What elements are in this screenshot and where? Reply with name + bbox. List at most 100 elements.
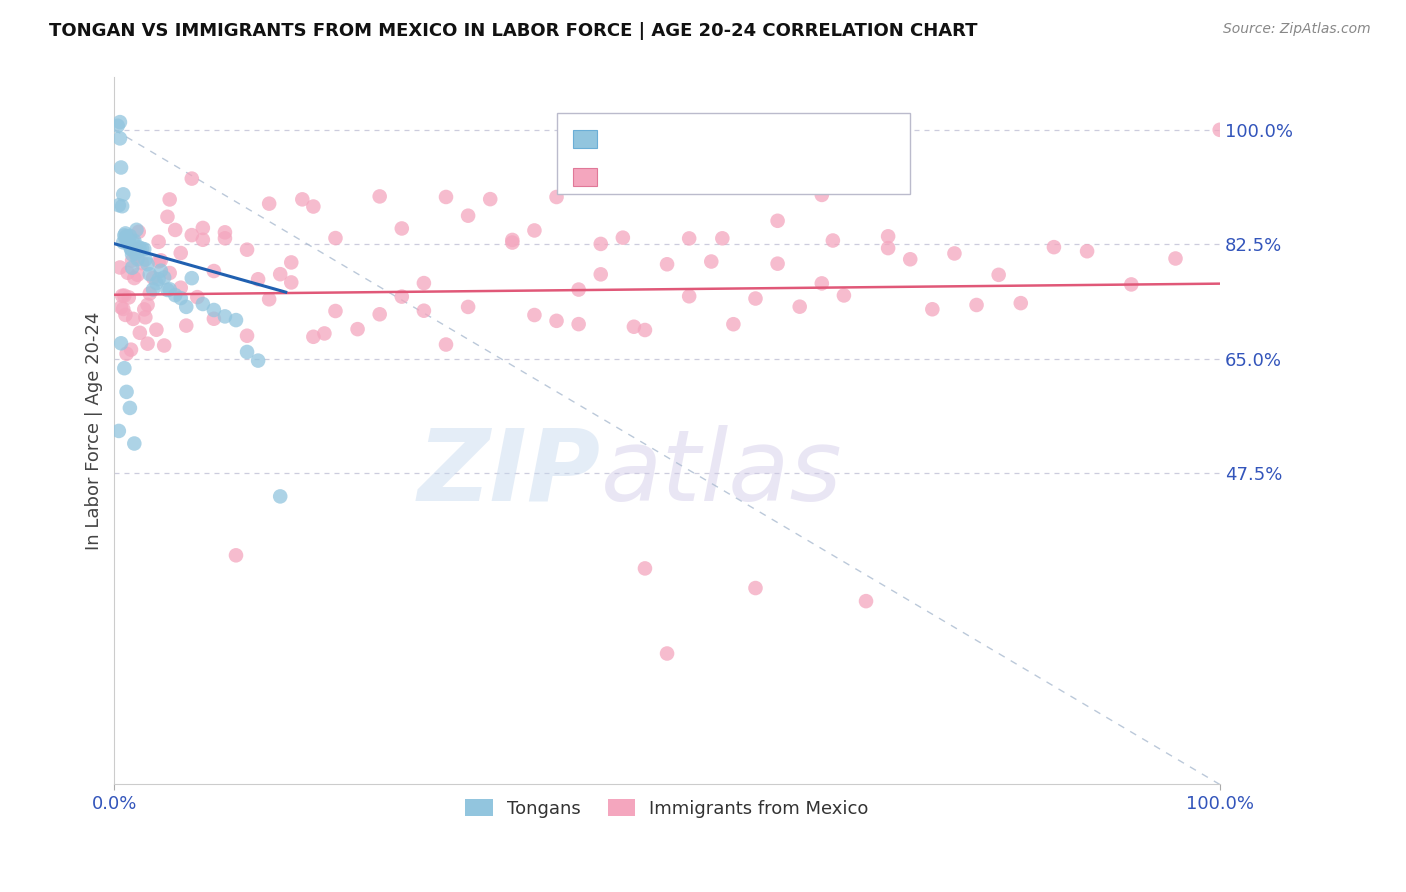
Point (118, 235, 141, 249)
Point (139, 267, 162, 281)
Point (156, 283, 179, 297)
Point (391, 290, 413, 304)
Point (122, 235, 145, 250)
Point (186, 290, 208, 304)
Point (112, 361, 135, 376)
Point (280, 255, 302, 269)
Point (124, 436, 146, 450)
Point (118, 237, 141, 252)
Point (811, 277, 834, 291)
Point (898, 252, 921, 267)
Point (108, 424, 131, 438)
Point (821, 234, 844, 248)
Point (131, 256, 153, 270)
Point (170, 246, 193, 260)
Point (124, 246, 146, 260)
Point (589, 268, 612, 282)
Point (523, 308, 546, 322)
Point (700, 254, 723, 268)
Point (136, 336, 159, 351)
Point (114, 227, 136, 241)
Point (159, 193, 181, 207)
Point (789, 300, 811, 314)
Point (546, 190, 568, 204)
Point (1121, 277, 1143, 292)
Point (112, 235, 135, 250)
Point (127, 252, 149, 266)
Point (170, 281, 193, 295)
Point (214, 225, 236, 239)
Point (122, 311, 145, 326)
Point (723, 317, 745, 331)
Point (225, 313, 247, 327)
Point (434, 337, 457, 351)
Point (202, 311, 225, 326)
Point (159, 282, 181, 296)
Point (877, 241, 900, 255)
Point (269, 489, 291, 503)
Point (107, 119, 129, 133)
Point (832, 288, 855, 302)
Point (434, 190, 457, 204)
Point (457, 209, 479, 223)
Point (766, 257, 789, 271)
Point (127, 268, 149, 282)
Point (112, 228, 135, 243)
Point (118, 401, 141, 415)
FancyBboxPatch shape (557, 112, 910, 194)
Point (655, 647, 678, 661)
Point (145, 276, 167, 290)
Point (744, 581, 766, 595)
Point (114, 231, 136, 245)
Point (139, 286, 162, 301)
Point (117, 266, 139, 280)
Point (124, 271, 146, 285)
Point (655, 257, 678, 271)
Point (121, 247, 143, 261)
Point (134, 310, 156, 325)
Point (112, 187, 135, 202)
Point (112, 301, 135, 316)
Point (568, 283, 591, 297)
Point (368, 307, 391, 321)
Point (159, 266, 181, 280)
Point (114, 308, 136, 322)
Point (202, 303, 225, 318)
Point (634, 561, 657, 575)
Point (145, 323, 167, 337)
Point (174, 318, 197, 333)
Point (115, 347, 138, 361)
Point (966, 298, 988, 312)
Point (412, 276, 434, 290)
Y-axis label: In Labor Force | Age 20-24: In Labor Force | Age 20-24 (86, 311, 103, 550)
Point (111, 289, 134, 303)
Point (589, 236, 612, 251)
Point (291, 192, 314, 206)
Point (678, 289, 700, 303)
Point (766, 214, 789, 228)
Point (678, 231, 700, 245)
Point (236, 243, 259, 257)
Point (108, 131, 131, 145)
Point (1043, 240, 1066, 254)
Point (479, 192, 502, 206)
FancyBboxPatch shape (574, 129, 598, 148)
Point (214, 231, 236, 245)
Point (112, 288, 135, 302)
Point (128, 326, 150, 340)
Point (546, 314, 568, 328)
Point (120, 242, 142, 256)
Point (170, 291, 193, 305)
Point (634, 323, 657, 337)
Point (153, 338, 176, 352)
Point (125, 223, 148, 237)
Point (125, 242, 148, 256)
Point (368, 189, 391, 203)
Point (943, 246, 966, 260)
Point (124, 234, 146, 248)
Point (120, 343, 142, 357)
Point (623, 319, 645, 334)
Text: atlas: atlas (600, 425, 842, 522)
Point (180, 171, 202, 186)
Point (174, 300, 197, 314)
